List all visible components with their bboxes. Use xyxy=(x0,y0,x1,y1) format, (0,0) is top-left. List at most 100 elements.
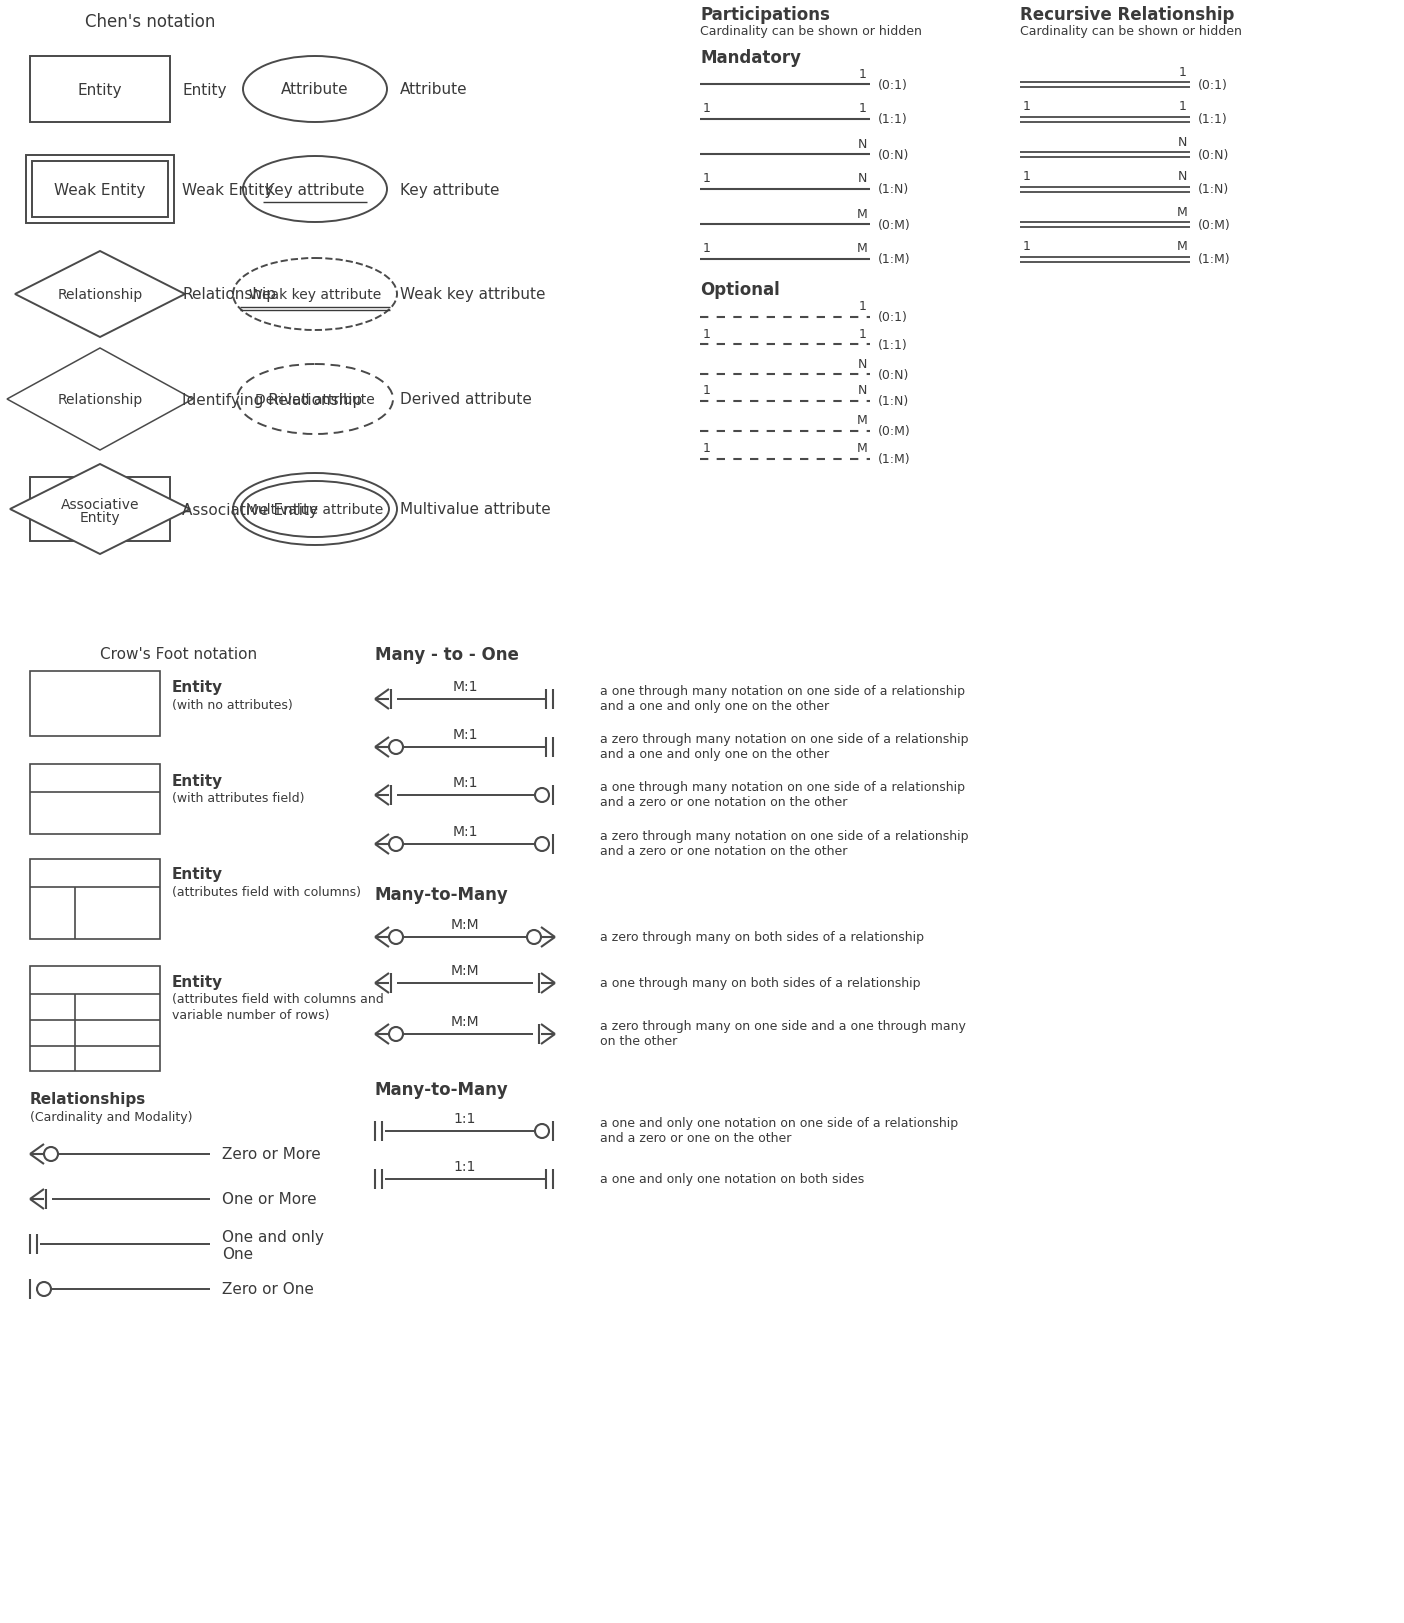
Text: and a one and only one on the other: and a one and only one on the other xyxy=(600,748,830,761)
Text: M: M xyxy=(856,208,868,221)
Text: a zero through many notation on one side of a relationship: a zero through many notation on one side… xyxy=(600,734,969,747)
Text: and a zero or one notation on the other: and a zero or one notation on the other xyxy=(600,795,848,808)
Text: M: M xyxy=(856,414,868,427)
Bar xyxy=(29,57,170,123)
Text: a one and only one notation on both sides: a one and only one notation on both side… xyxy=(600,1173,865,1186)
Text: (1:1): (1:1) xyxy=(1198,114,1227,127)
Ellipse shape xyxy=(233,258,397,331)
Text: Weak key attribute: Weak key attribute xyxy=(249,287,380,302)
Text: a zero through many notation on one side of a relationship: a zero through many notation on one side… xyxy=(600,829,969,842)
Text: Weak Entity: Weak Entity xyxy=(55,182,146,198)
Text: N: N xyxy=(858,385,868,398)
Text: Entity: Entity xyxy=(80,511,121,524)
Text: Recursive Relationship: Recursive Relationship xyxy=(1019,6,1234,24)
Text: (1:N): (1:N) xyxy=(1198,183,1230,196)
Bar xyxy=(32,162,168,217)
Text: 1: 1 xyxy=(859,102,868,115)
Text: Weak Entity: Weak Entity xyxy=(183,182,274,198)
Text: Cardinality can be shown or hidden: Cardinality can be shown or hidden xyxy=(701,26,922,39)
Ellipse shape xyxy=(243,57,388,123)
Ellipse shape xyxy=(243,157,388,222)
Text: (0:1): (0:1) xyxy=(878,312,908,325)
Text: Identifying Relationship: Identifying Relationship xyxy=(183,393,362,407)
Circle shape xyxy=(389,740,403,755)
Text: 1: 1 xyxy=(703,385,710,398)
Text: One: One xyxy=(222,1246,253,1261)
Text: M:M: M:M xyxy=(451,1014,479,1029)
Text: One and only: One and only xyxy=(222,1230,324,1245)
Polygon shape xyxy=(7,349,192,451)
Ellipse shape xyxy=(237,365,393,435)
Text: Relationships: Relationships xyxy=(29,1092,146,1107)
Ellipse shape xyxy=(233,474,397,545)
Bar xyxy=(29,764,160,834)
Text: 1:1: 1:1 xyxy=(453,1159,476,1173)
Text: 1: 1 xyxy=(859,300,868,313)
Text: a one through many on both sides of a relationship: a one through many on both sides of a re… xyxy=(600,977,921,990)
Text: (1:1): (1:1) xyxy=(878,114,908,127)
Text: (Cardinality and Modality): (Cardinality and Modality) xyxy=(29,1110,192,1123)
Text: N: N xyxy=(1178,170,1186,183)
Text: Entity: Entity xyxy=(183,83,226,97)
Text: (0:1): (0:1) xyxy=(878,78,908,91)
Circle shape xyxy=(535,1125,549,1138)
Text: (0:N): (0:N) xyxy=(1198,148,1230,161)
Text: 1: 1 xyxy=(1024,240,1031,253)
Text: on the other: on the other xyxy=(600,1035,677,1048)
Text: Weak key attribute: Weak key attribute xyxy=(400,287,546,302)
Text: Multivalue attribute: Multivalue attribute xyxy=(400,502,550,518)
Text: (1:N): (1:N) xyxy=(878,396,910,409)
Bar xyxy=(29,672,160,737)
Text: Cardinality can be shown or hidden: Cardinality can be shown or hidden xyxy=(1019,26,1243,39)
Text: M: M xyxy=(1177,206,1186,219)
Text: M: M xyxy=(856,441,868,454)
Text: N: N xyxy=(858,357,868,370)
Bar xyxy=(29,966,160,1071)
Text: Zero or More: Zero or More xyxy=(222,1147,320,1162)
Text: N: N xyxy=(1178,135,1186,148)
Text: Entity: Entity xyxy=(173,867,223,881)
Text: (0:N): (0:N) xyxy=(878,148,910,161)
Text: Entity: Entity xyxy=(173,774,223,789)
Text: (1:1): (1:1) xyxy=(878,338,908,351)
Bar xyxy=(27,156,174,224)
Circle shape xyxy=(37,1282,51,1297)
Text: Many-to-Many: Many-to-Many xyxy=(375,1081,508,1099)
Text: (0:M): (0:M) xyxy=(1198,219,1231,232)
Text: M:1: M:1 xyxy=(452,727,477,742)
Text: (0:N): (0:N) xyxy=(878,368,910,381)
Text: Attribute: Attribute xyxy=(400,83,468,97)
Text: (0:1): (0:1) xyxy=(1198,78,1228,91)
Text: Optional: Optional xyxy=(701,281,779,299)
Text: (1:M): (1:M) xyxy=(1198,253,1231,266)
Text: Entity: Entity xyxy=(77,83,122,97)
Text: 1: 1 xyxy=(1024,170,1031,183)
Text: variable number of rows): variable number of rows) xyxy=(173,1010,330,1022)
Text: 1: 1 xyxy=(859,328,868,341)
Text: 1: 1 xyxy=(1179,65,1186,78)
Text: M:1: M:1 xyxy=(452,680,477,693)
Text: 1: 1 xyxy=(703,242,710,255)
Text: One or More: One or More xyxy=(222,1191,317,1208)
Text: M:M: M:M xyxy=(451,917,479,932)
Text: Many - to - One: Many - to - One xyxy=(375,646,519,664)
Text: Derived attribute: Derived attribute xyxy=(400,393,532,407)
Text: 1: 1 xyxy=(859,68,868,81)
Text: 1: 1 xyxy=(703,102,710,115)
Text: 1: 1 xyxy=(703,328,710,341)
Text: M:M: M:M xyxy=(451,964,479,977)
Text: Crow's Foot notation: Crow's Foot notation xyxy=(100,648,257,662)
Text: N: N xyxy=(858,172,868,185)
Text: Entity: Entity xyxy=(173,680,223,695)
Text: Associative Entity: Associative Entity xyxy=(183,502,317,518)
Polygon shape xyxy=(15,357,185,443)
Text: a one through many notation on one side of a relationship: a one through many notation on one side … xyxy=(600,685,965,698)
Text: M:1: M:1 xyxy=(452,824,477,839)
Text: 1:1: 1:1 xyxy=(453,1112,476,1125)
Bar xyxy=(29,860,160,940)
Text: (1:M): (1:M) xyxy=(878,453,911,466)
Text: M: M xyxy=(1177,240,1186,253)
Text: Key attribute: Key attribute xyxy=(265,182,365,198)
Text: Entity: Entity xyxy=(173,975,223,990)
Text: (attributes field with columns): (attributes field with columns) xyxy=(173,886,361,899)
